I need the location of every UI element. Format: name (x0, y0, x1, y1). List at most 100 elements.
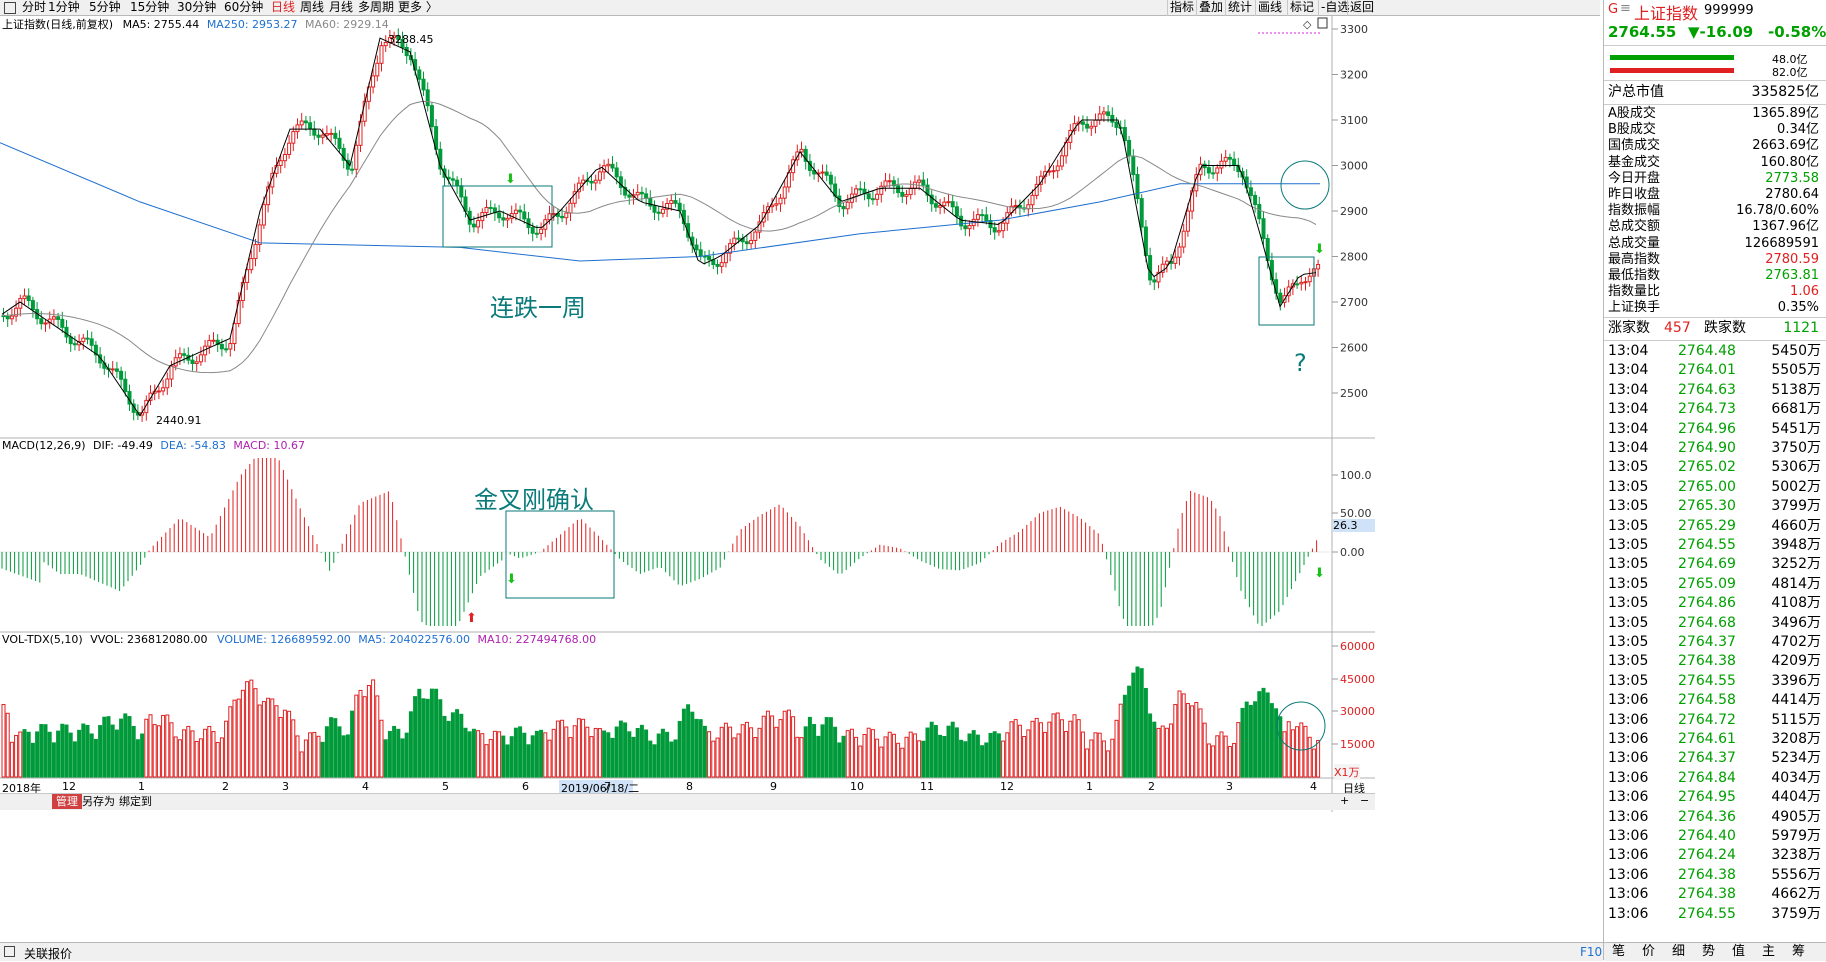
candle-body (1127, 140, 1132, 157)
candle-body (1135, 174, 1140, 200)
tick-volume: 5556万 (1771, 866, 1821, 883)
kline-chart[interactable]: 3300 3200 3100 3000 2900 2800 2700 2600 2500 100.… (0, 16, 1600, 926)
volume-bar (967, 733, 972, 778)
period-tab-5[interactable]: 60分钟 (224, 0, 264, 14)
down-arrow-marker: ⬇ (506, 572, 517, 587)
volume-bar (761, 715, 766, 778)
period-tab-6[interactable]: 日线 (271, 0, 296, 14)
tab-bind[interactable]: 绑定到 (119, 795, 152, 808)
volume-bar (26, 731, 31, 778)
volume-bar (308, 732, 313, 778)
zoom-in-icon[interactable]: + (1340, 794, 1350, 807)
volume-bar (862, 734, 867, 778)
status-icon[interactable] (4, 946, 15, 957)
candle-body (404, 46, 409, 57)
vol-ma10-label: MA10: 227494768.00 (477, 633, 597, 646)
tool-button-0[interactable]: 指标 (1170, 0, 1195, 14)
period-tab-10[interactable]: 更多 〉 (398, 0, 438, 14)
candle-body (455, 179, 460, 187)
tick-volume: 5505万 (1771, 362, 1821, 379)
side-tab-2[interactable]: 细 (1672, 944, 1686, 959)
window-icon[interactable] (1317, 17, 1328, 29)
period-tab-1[interactable]: 1分钟 (48, 0, 80, 14)
tool-button-5[interactable]: -自选 (1321, 0, 1350, 14)
volume-bar (476, 730, 481, 778)
volume-bar (1064, 730, 1069, 778)
period-tab-8[interactable]: 月线 (329, 0, 354, 14)
volume-bar (85, 724, 90, 778)
x-axis-label: 5 (442, 780, 449, 793)
tab-save-as[interactable]: 另存为 (82, 795, 115, 808)
layout-icon[interactable] (4, 2, 16, 14)
diamond-icon[interactable]: ◇ (1303, 18, 1312, 31)
side-tab-0[interactable]: 笔 (1612, 944, 1626, 959)
volume-bar (669, 741, 674, 778)
f10-link[interactable]: F10 (1580, 945, 1603, 959)
volume-bar (64, 724, 69, 778)
tick-price: 2764.38 (1678, 866, 1736, 883)
period-tab-0[interactable]: 分时 (22, 0, 47, 14)
side-tab-5[interactable]: 主 (1762, 944, 1776, 959)
y-axis-label: 45000 (1340, 673, 1375, 686)
volume-bar (711, 740, 716, 778)
zoom-out-icon[interactable]: − (1360, 794, 1370, 807)
side-tab-1[interactable]: 价 (1642, 944, 1656, 959)
period-tab-2[interactable]: 5分钟 (89, 0, 121, 14)
tool-button-6[interactable]: 返回 (1350, 0, 1375, 14)
candle-body (984, 214, 989, 221)
tick-time: 13:04 (1608, 381, 1649, 398)
volume-bar (1194, 702, 1199, 778)
volume-bar (1278, 716, 1283, 778)
side-tab-4[interactable]: 值 (1732, 944, 1746, 959)
volume-bar (513, 727, 518, 778)
candle-body (891, 180, 896, 187)
candle-body (505, 217, 510, 221)
volume-bar (828, 717, 833, 778)
candle-body (778, 197, 783, 205)
candle-body (1131, 155, 1136, 176)
volume-bar (686, 704, 691, 778)
volume-bar (408, 711, 413, 778)
cursor-date: 2019/06/18/二 (561, 782, 640, 795)
volume-bar (984, 742, 989, 778)
period-tab-3[interactable]: 15分钟 (130, 0, 170, 14)
side-tab-3[interactable]: 势 (1702, 944, 1716, 959)
side-tab-6[interactable]: 筹 (1792, 944, 1806, 959)
tab-manage[interactable]: 管理 (52, 794, 82, 809)
volume-bar (576, 718, 581, 778)
period-tab-4[interactable]: 30分钟 (177, 0, 217, 14)
candle-body (375, 62, 380, 77)
candle-body (614, 167, 619, 178)
volume-bar (1202, 722, 1207, 778)
volume-bar (820, 724, 825, 778)
candle-body (1034, 183, 1039, 196)
status-text[interactable]: 关联报价 (24, 947, 73, 961)
candle-body (1030, 194, 1035, 206)
menu-icon[interactable]: ≡ (1620, 1, 1631, 16)
candle-body (908, 187, 913, 196)
volume-bar (807, 716, 812, 778)
y-axis-label: 3300 (1340, 23, 1368, 36)
candle-body (568, 202, 573, 214)
volume-bar (950, 721, 955, 778)
tool-button-1[interactable]: 叠加 (1199, 0, 1224, 14)
candle-body (950, 201, 955, 208)
volume-bar (534, 730, 539, 778)
candle-body (732, 237, 737, 245)
period-tab-7[interactable]: 周线 (300, 0, 325, 14)
candle-body (190, 359, 195, 365)
volume-bar (1282, 731, 1287, 778)
volume-bar (854, 736, 859, 778)
volume-bar (1169, 723, 1174, 778)
tick-volume: 4905万 (1771, 808, 1821, 825)
y-axis-label: 50.00 (1340, 507, 1372, 520)
tool-button-4[interactable]: 标记 (1290, 0, 1315, 14)
candle-body (287, 142, 292, 155)
volume-bar (539, 729, 544, 778)
tool-button-2[interactable]: 统计 (1228, 0, 1253, 14)
volume-bar (1303, 725, 1308, 778)
volume-bar (350, 710, 355, 778)
period-tab-9[interactable]: 多周期 (358, 0, 395, 14)
tick-time: 13:04 (1608, 343, 1649, 359)
tool-button-3[interactable]: 画线 (1258, 0, 1283, 14)
